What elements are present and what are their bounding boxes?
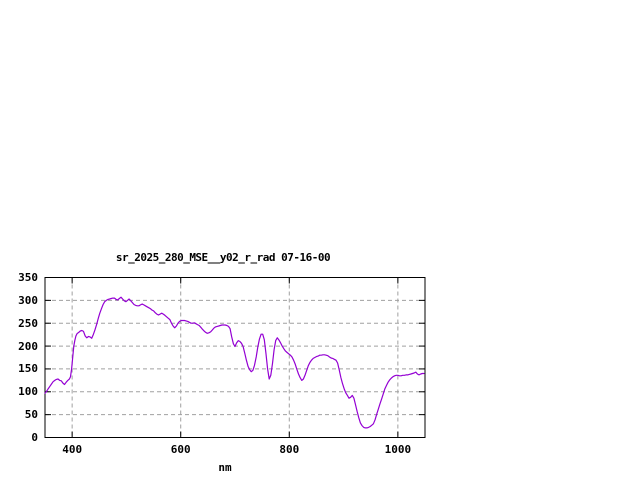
y-tick-label: 100 xyxy=(18,385,38,399)
x-tick-label: 600 xyxy=(170,443,191,456)
x-tick-label: 1000 xyxy=(384,443,412,456)
y-tick-label: 50 xyxy=(24,408,38,422)
plot-border xyxy=(44,277,426,438)
series-line xyxy=(44,296,425,429)
y-tick-label: 250 xyxy=(18,316,38,330)
x-tick-label: 800 xyxy=(279,443,300,456)
y-tick-label: 200 xyxy=(18,339,38,353)
y-tick-label: 150 xyxy=(18,362,38,376)
x-tick-label: 400 xyxy=(62,443,83,456)
y-tick-label: 0 xyxy=(31,431,38,444)
chart-title: sr_2025_280_MSE__y02_r_rad 07-16-00 xyxy=(115,251,331,264)
y-tick-label: 300 xyxy=(18,293,38,307)
y-tick-label: 350 xyxy=(18,271,38,284)
x-axis-label: nm xyxy=(218,461,232,474)
